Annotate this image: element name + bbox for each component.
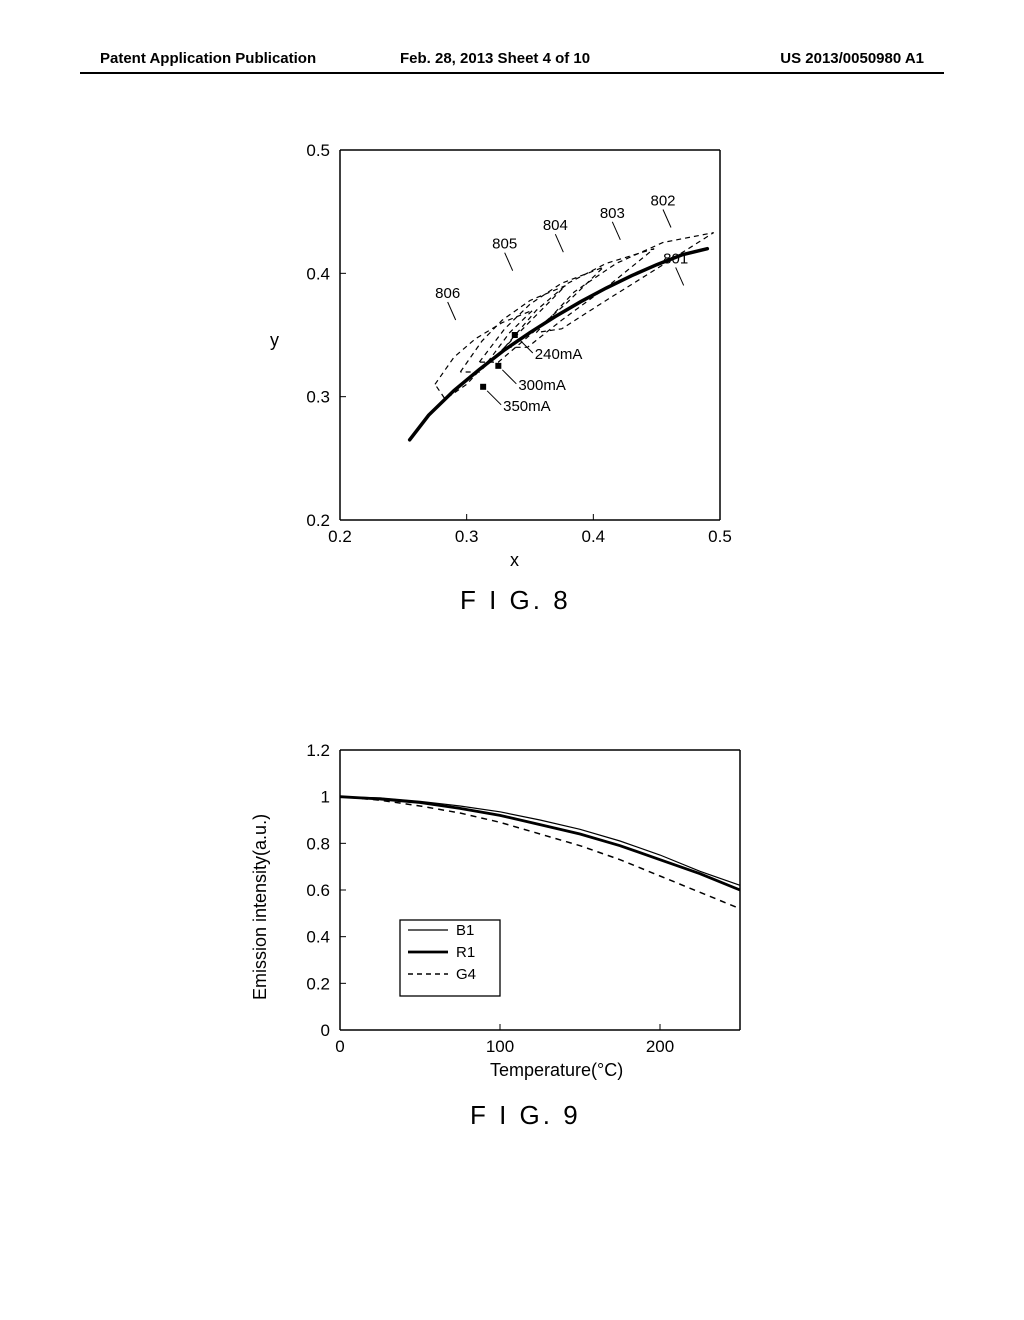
svg-text:0.3: 0.3	[306, 388, 330, 407]
svg-text:803: 803	[600, 205, 625, 222]
fig8-plot: 0.2 0.3 0.4 0.5 0.2 0.3 0.4 0.5 240mA 300mA 350mA 8…	[280, 140, 760, 580]
svg-text:300mA: 300mA	[518, 377, 566, 394]
svg-text:0.3: 0.3	[455, 527, 479, 546]
svg-text:0.2: 0.2	[306, 511, 330, 530]
svg-text:350mA: 350mA	[503, 398, 551, 415]
svg-text:805: 805	[492, 236, 517, 253]
header-rule	[80, 72, 944, 74]
svg-text:200: 200	[646, 1037, 674, 1056]
svg-text:0: 0	[335, 1037, 344, 1056]
svg-text:1.2: 1.2	[306, 741, 330, 760]
fig8-ylabel: y	[270, 330, 279, 351]
header-center: Feb. 28, 2013 Sheet 4 of 10	[400, 50, 590, 67]
header-left: Patent Application Publication	[100, 50, 316, 67]
figure-9: 0 100 200 0 0.2 0.4 0.6 0.8 1 1.2 B1 R1 G4 Temperatu…	[260, 740, 780, 1160]
fig9-xlabel: Temperature(°C)	[490, 1060, 623, 1081]
fig8-caption: F I G. 8	[460, 585, 571, 616]
svg-text:0.5: 0.5	[708, 527, 732, 546]
fig9-ylabel: Emission intensity(a.u.)	[250, 814, 271, 1000]
svg-text:100: 100	[486, 1037, 514, 1056]
svg-text:806: 806	[435, 285, 460, 302]
fig9-caption: F I G. 9	[470, 1100, 581, 1131]
svg-text:802: 802	[650, 193, 675, 210]
svg-text:1: 1	[321, 788, 330, 807]
fig9-plot: 0 100 200 0 0.2 0.4 0.6 0.8 1 1.2 B1 R1 G4	[260, 740, 780, 1080]
svg-text:0.4: 0.4	[306, 264, 330, 283]
figure-8: 0.2 0.3 0.4 0.5 0.2 0.3 0.4 0.5 240mA 300mA 350mA 8…	[280, 140, 760, 620]
svg-text:0.2: 0.2	[328, 527, 352, 546]
svg-text:R1: R1	[456, 944, 475, 961]
svg-text:0.6: 0.6	[306, 881, 330, 900]
svg-text:0.2: 0.2	[306, 974, 330, 993]
svg-text:G4: G4	[456, 966, 476, 983]
header-right: US 2013/0050980 A1	[780, 50, 924, 67]
svg-text:0: 0	[321, 1021, 330, 1040]
svg-text:0.4: 0.4	[582, 527, 606, 546]
fig8-xlabel: x	[510, 550, 519, 571]
svg-text:801: 801	[663, 250, 688, 267]
svg-text:B1: B1	[456, 922, 474, 939]
svg-text:0.5: 0.5	[306, 141, 330, 160]
svg-text:0.4: 0.4	[306, 928, 330, 947]
svg-text:804: 804	[543, 217, 568, 234]
svg-text:240mA: 240mA	[535, 346, 583, 363]
svg-text:0.8: 0.8	[306, 834, 330, 853]
